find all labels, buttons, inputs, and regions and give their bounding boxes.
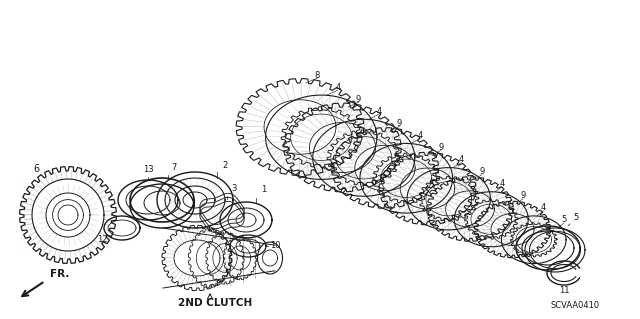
- Text: 5: 5: [561, 216, 566, 225]
- Text: 2ND CLUTCH: 2ND CLUTCH: [178, 298, 252, 308]
- Text: 5: 5: [573, 213, 579, 222]
- Text: 11: 11: [559, 286, 569, 295]
- Text: 7: 7: [172, 163, 177, 172]
- Text: 9: 9: [397, 119, 402, 128]
- Text: 2: 2: [222, 161, 228, 170]
- Text: 9: 9: [479, 167, 484, 176]
- Text: 8: 8: [315, 70, 320, 79]
- Text: 6: 6: [33, 164, 39, 174]
- Text: 12: 12: [97, 235, 108, 244]
- Text: FR.: FR.: [50, 269, 69, 279]
- Text: 10: 10: [270, 241, 280, 250]
- Text: 9: 9: [356, 95, 361, 104]
- Text: 3: 3: [231, 184, 237, 193]
- Text: 4: 4: [500, 179, 505, 188]
- Text: 4: 4: [376, 107, 381, 116]
- Text: 4: 4: [335, 83, 340, 92]
- Text: 9: 9: [520, 191, 525, 200]
- Text: 1: 1: [261, 185, 267, 194]
- Text: SCVAA0410: SCVAA0410: [551, 301, 600, 310]
- Text: 4: 4: [541, 204, 546, 212]
- Text: 4: 4: [417, 131, 423, 140]
- Text: 9: 9: [438, 143, 444, 152]
- Text: 13: 13: [143, 165, 154, 174]
- Text: 4: 4: [459, 155, 464, 164]
